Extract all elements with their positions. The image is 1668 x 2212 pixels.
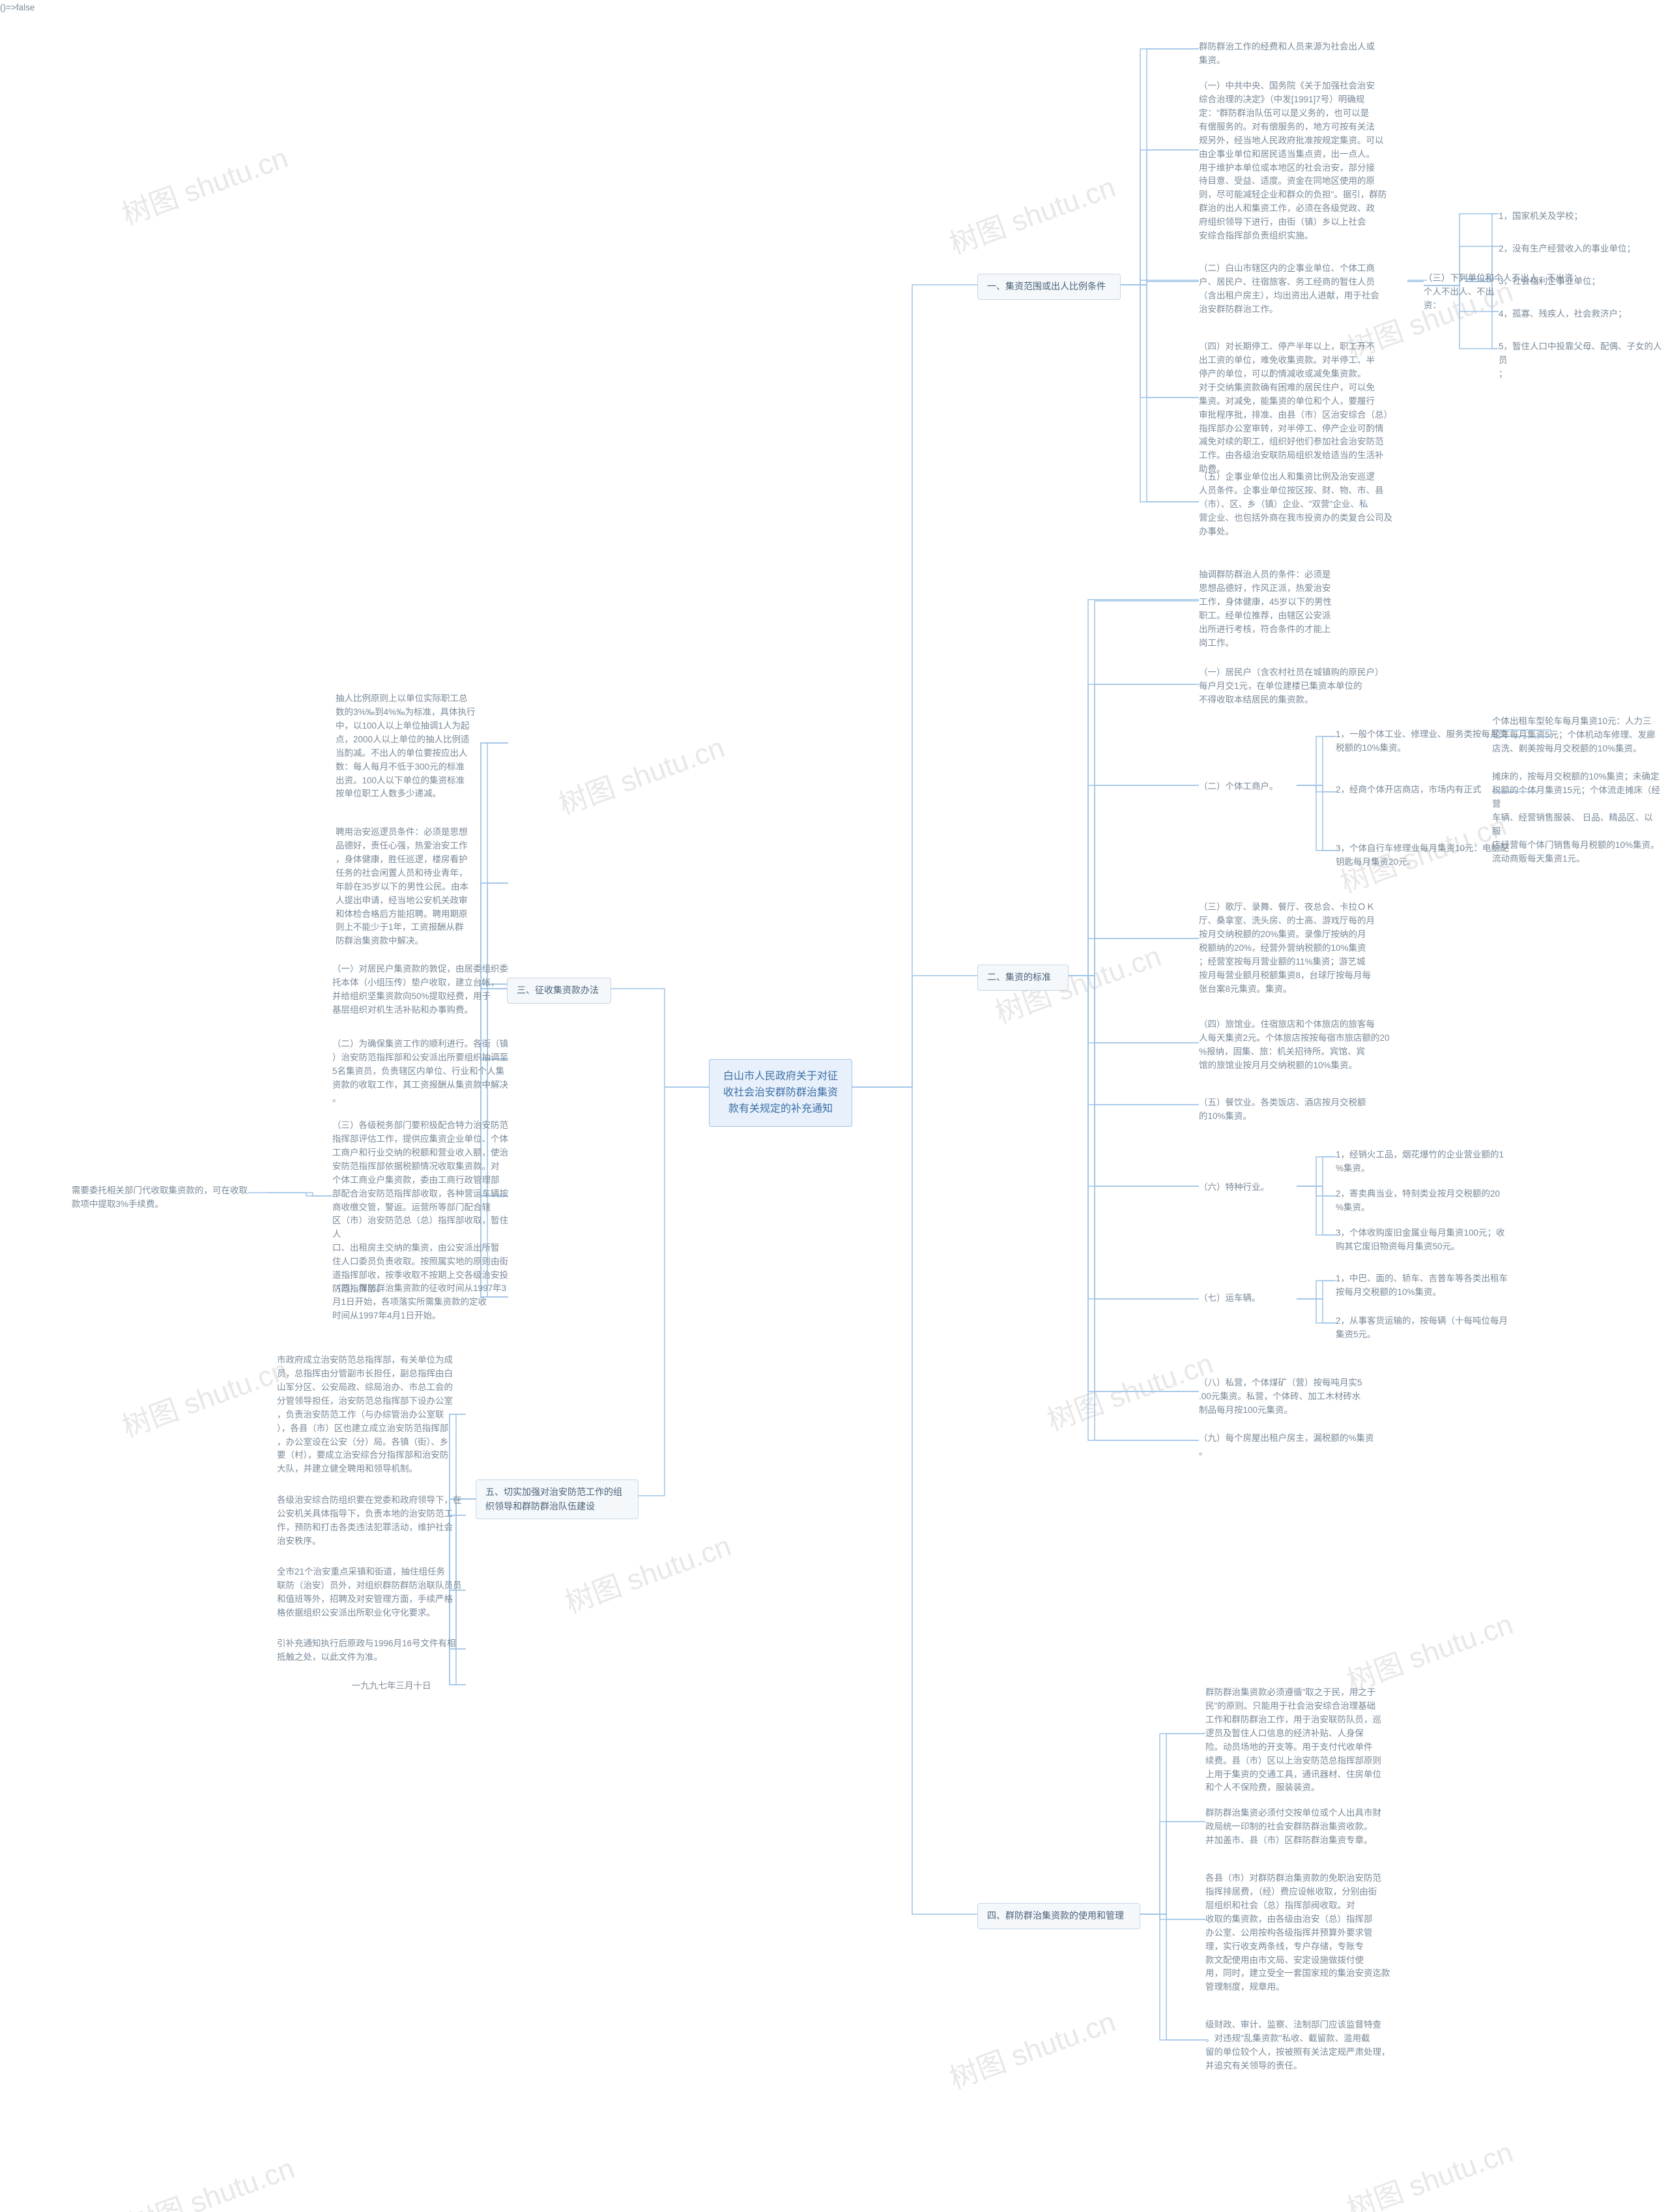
leaf-node: 需要委托相关部门代收取集资款的，可在收取 款项中提取3%手续费。	[72, 1183, 248, 1213]
leaf-node: 摊床的，按每月交税额的10%集资；未确定 税额的个体月集资15元；个体流走摊床（…	[1492, 769, 1661, 867]
leaf-node: 1，经销火工品，烟花爆竹的企业营业额的1 %集资。	[1336, 1147, 1504, 1177]
root-node[interactable]: 白山市人民政府关于对征 收社会治安群防群治集资 款有关规定的补充通知	[709, 1059, 852, 1127]
leaf-node: （一）对居民户集资款的敦促，由居委组织委 托本体（小组压传）垫户收取，建立台帐，…	[332, 961, 508, 1019]
mindmap-canvas: 树图 shutu.cn树图 shutu.cn树图 shutu.cn树图 shut…	[0, 0, 1668, 2212]
branch-node[interactable]: 四、群防群治集资款的使用和管理	[977, 1903, 1140, 1929]
leaf-node: 个体出租车型轮车每月集资10元：人力三 轮车每月集资5元；个体机动车修理、发廊 …	[1492, 714, 1656, 757]
leaf-node: 3，个体自行车修理业每月集资10元：电脑配 钥匙每月集资20元。	[1336, 841, 1509, 871]
leaf-node: 2，从事客货运输的，按每辆（十每吨位每月 集资5元。	[1336, 1313, 1508, 1343]
leaf-node: 抽人比例原则上以单位实际职工总 数的3%‰到4%‰为标准，具体执行 中，以100…	[336, 691, 476, 802]
leaf-node: 5，暂住人口中投靠父母、配偶、子女的人员 ；	[1499, 339, 1668, 383]
leaf-node: 群防群治集资款必须遵循"取之于民，用之于 民"的原则。只能用于社会治安综合治理基…	[1205, 1685, 1381, 1796]
leaf-node: 3，社会福利企事业单位；	[1499, 274, 1600, 290]
leaf-node: （四）旅馆业。住宿旅店和个体旅店的旅客每 人每天集资2元。个体旅店按按每宿市旅店…	[1199, 1017, 1390, 1074]
leaf-node: 1，国家机关及学校；	[1499, 209, 1583, 225]
leaf-node: 3，个体收购废旧金属业每月集资100元；收 购其它废旧物资每月集资50元。	[1336, 1225, 1505, 1255]
leaf-node: （一）中共中央、国务院《关于加强社会治安 综合治理的决定》（中发[1991]7号…	[1199, 78, 1387, 244]
leaf-node: 4，孤寡、残疾人，社会救济户；	[1499, 306, 1627, 323]
leaf-node: 群防群治集资必须付交按单位或个人出具市财 政局统一印制的社会安群防群治集资收款。…	[1205, 1805, 1381, 1849]
leaf-node: 2，没有生产经营收入的事业单位；	[1499, 241, 1635, 257]
branch-node[interactable]: 一、集资范围或出人比例条件	[977, 274, 1121, 300]
leaf-node: 2，寄卖典当业，特刻类业按月交税额的20 %集资。	[1336, 1186, 1500, 1216]
leaf-node: 聘用治安巡逻员条件：必须是思想 品德好，责任心强，热爱治安工作 ，身体健康，胜任…	[336, 824, 468, 950]
leaf-node: （一）居民户（含农村社员在城镇购的原民户） 每户月交1元，在单位建楼已集资本单位…	[1199, 665, 1384, 708]
leaf-node: 各级治安综合防组织要在党委和政府领导下，在 公安机关具体指导下，负责本地的治安防…	[277, 1492, 462, 1550]
leaf-node: （二）白山市辖区内的企事业单位、个体工商 户、居民户、往宿旅客、务工经商的暂住人…	[1199, 261, 1379, 318]
leaf-node: ()=>false	[0, 0, 35, 16]
branch-node[interactable]: 五、切实加强对治安防范工作的组 织领导和群防群治队伍建设	[476, 1479, 639, 1519]
leaf-node: （七）运车辆。	[1199, 1290, 1261, 1307]
leaf-node: 一九九七年三月十日	[352, 1678, 431, 1695]
leaf-node: 级财政、审计、监察、法制部门应该监督特查 。对违规"乱集资款"私收、截留款、滥用…	[1205, 2017, 1390, 2074]
leaf-node: 1，一般个体工业、修理业、服务类按每月交 税额的10%集资。	[1336, 727, 1508, 757]
leaf-node: 抽调群防群治人员的条件：必须是 思想品德好，作风正派，热爱治安 工作，身体健康，…	[1199, 567, 1332, 652]
branch-node[interactable]: 三、征收集资款办法	[507, 978, 611, 1004]
leaf-node: （三）下列单位和个人不出人、不出资：	[1424, 270, 1495, 314]
leaf-node: （三）歌厅、录舞、餐厅、夜总会、卡拉ＯＫ 厅、桑拿室、洗头房、的士高、游戏厅每的…	[1199, 899, 1375, 997]
leaf-node: （二）个体工商户。	[1199, 779, 1278, 795]
leaf-node: （四）对长期停工、停产半年以上，职工开不 出工资的单位，难免收集资款。对半停工、…	[1199, 339, 1392, 478]
leaf-node: 1，中巴、面的、轿车、吉普车等各类出租车 按每月交税额的10%集资。	[1336, 1271, 1508, 1301]
leaf-node: 群防群治工作的经费和人员来源为社会出人或 集资。	[1199, 39, 1375, 69]
leaf-node: （九）每个房屋出租户房主，漏税额的%集资 。	[1199, 1431, 1374, 1461]
leaf-node: （六）特种行业。	[1199, 1180, 1269, 1196]
leaf-node: 各县（市）对群防群治集资款的免职治安防范 指挥排居费，（经）费应设帐收取，分别由…	[1205, 1870, 1390, 1996]
leaf-node: （二）为确保集资工作的顺利进行。各街（镇 ）治安防范指挥部和公安派出所要组织抽调…	[332, 1036, 508, 1107]
leaf-node: 全市21个治安重点采镇和街道，抽住组任务 联防（治安）员外，对组织群防群防治联队…	[277, 1564, 462, 1622]
leaf-node: （八）私营，个体煤矿（营）按每吨月实5 .00元集资。私营，个体砖、加工木材砖水…	[1199, 1375, 1362, 1419]
leaf-node: （五）餐饮业。各类饭店、酒店按月交税额 的10%集资。	[1199, 1095, 1366, 1125]
leaf-node: 引补充通知执行后原政与1996月16号文件有相 抵触之处，以此文件为准。	[277, 1636, 456, 1666]
leaf-node: （五）企事业单位出人和集资比例及治安巡逻 人员条件。企事业单位按区按、财、物、市…	[1199, 469, 1392, 540]
leaf-node: 2，经商个体开店商店，市场内有正式	[1336, 782, 1482, 798]
leaf-node: 市政府成立治安防范总指挥部，有关单位为成 员，总指挥由分管副市长担任，副总指挥由…	[277, 1352, 453, 1477]
leaf-node: （四）群防群治集资款的征收时间从1997年3 月1日开始，各项落实所需集资款的定…	[332, 1281, 506, 1324]
branch-node[interactable]: 二、集资的标准	[977, 965, 1069, 991]
leaf-node: （三）各级税务部门要积极配合特力治安防范 指挥部评估工作，提供应集资企业单位、个…	[332, 1118, 508, 1298]
